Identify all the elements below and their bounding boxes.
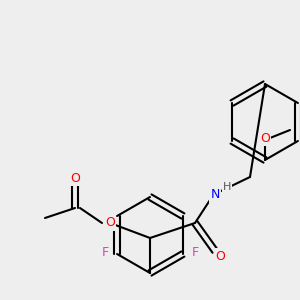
Text: O: O (215, 250, 225, 262)
Text: F: F (101, 245, 109, 259)
Text: H: H (223, 182, 231, 192)
Text: N: N (210, 188, 220, 202)
Text: O: O (70, 172, 80, 184)
Text: F: F (191, 245, 199, 259)
Text: O: O (260, 131, 270, 145)
Text: O: O (105, 217, 115, 230)
